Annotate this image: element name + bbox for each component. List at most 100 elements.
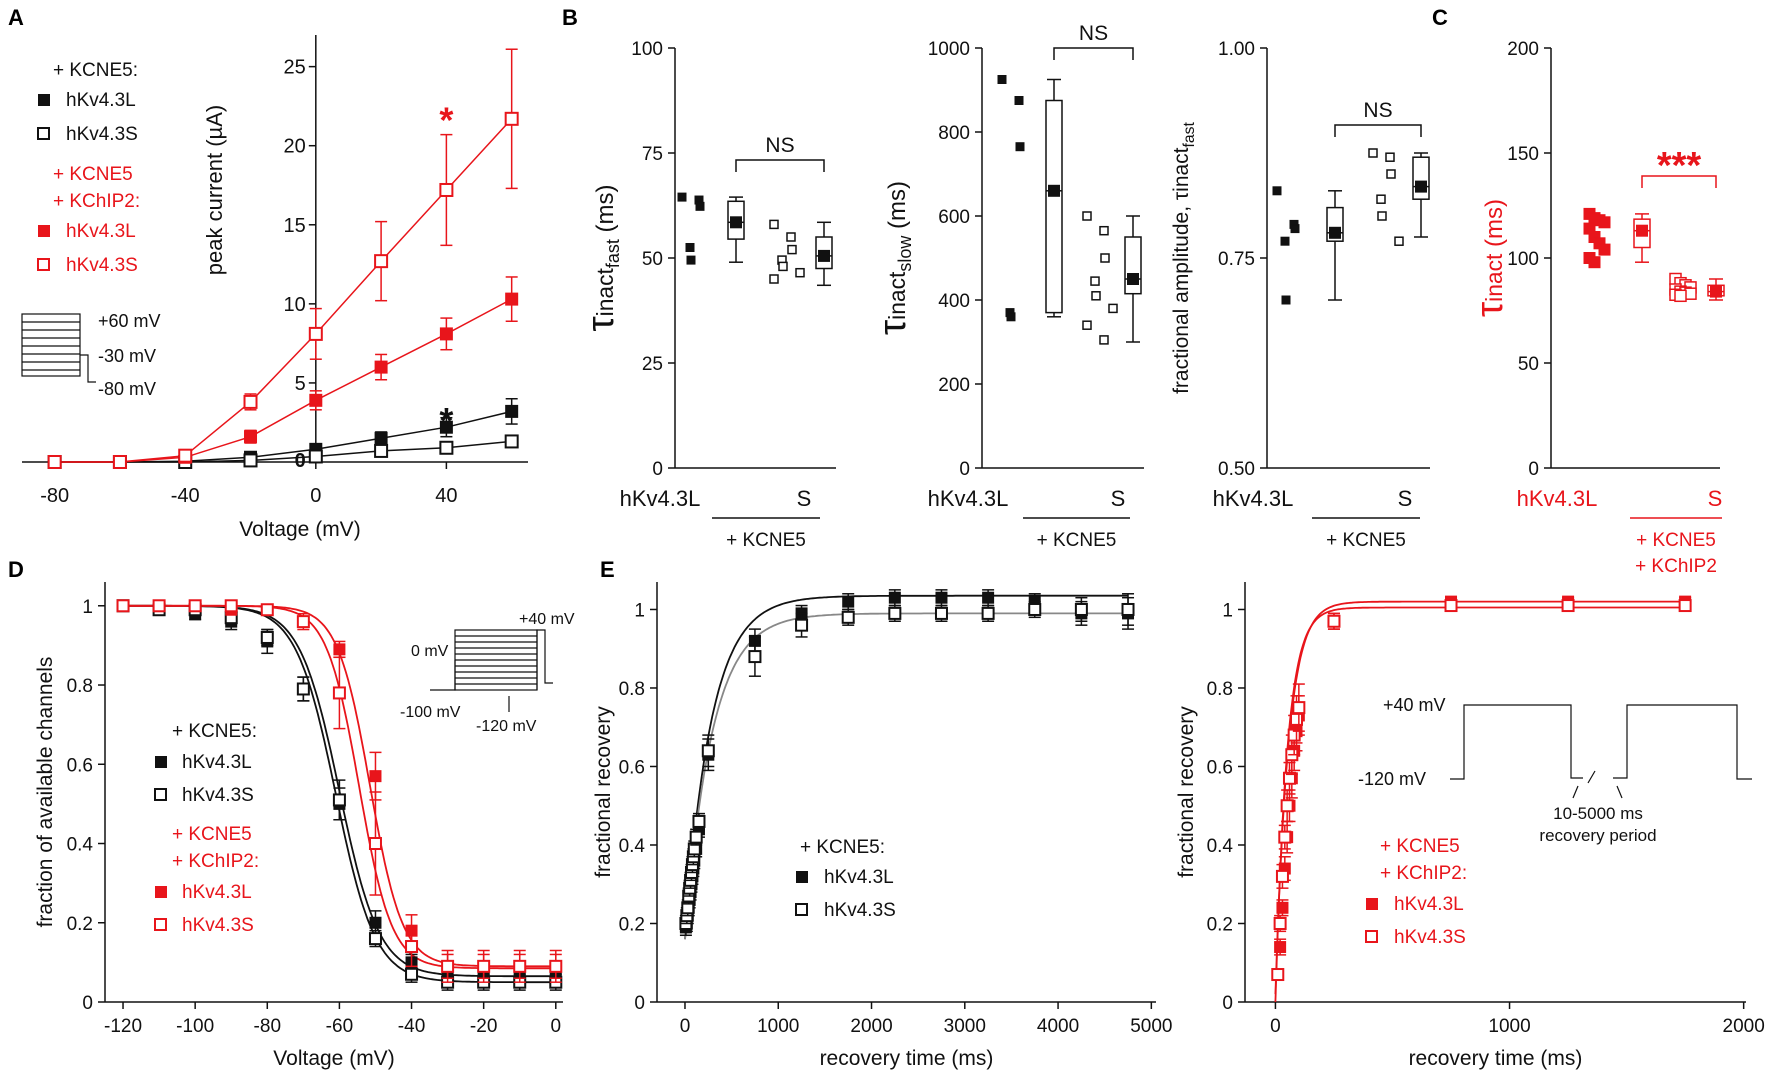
- data-point: [1376, 194, 1386, 204]
- box: [1124, 236, 1142, 295]
- data-point: [695, 201, 705, 211]
- y-axis-label: fraction of available channels: [34, 657, 57, 928]
- data-point: [1121, 602, 1135, 616]
- series-line: [54, 118, 513, 463]
- data-point: [152, 599, 166, 613]
- y-tick-label: 50: [1518, 354, 1539, 375]
- data-point: [1074, 602, 1088, 616]
- legend-a-marker-s-black: [37, 127, 50, 140]
- y-axis-label: fractional amplitude, τinactfast: [1170, 121, 1198, 393]
- y-label-main: τ: [1468, 302, 1511, 317]
- protocol-e2-v1: +40 mV: [1383, 695, 1446, 715]
- x-tick-label: 40: [435, 485, 457, 507]
- protocol-a-v3: -80 mV: [98, 379, 156, 399]
- y-tick-label: 1: [634, 600, 645, 621]
- protocol-d-v2: 0 mV: [411, 643, 449, 660]
- data-point: [1274, 941, 1287, 954]
- protocol-inset-a: [21, 313, 96, 383]
- data-point: [1394, 236, 1404, 246]
- data-point: [1028, 602, 1042, 616]
- legend-e1-group1: + KCNE5:: [800, 837, 885, 858]
- group-label: + KCNE5: [1326, 530, 1406, 551]
- y-tick-label: 0.75: [1218, 249, 1255, 270]
- data-point: [116, 599, 130, 613]
- data-point: [1271, 968, 1285, 982]
- significance-label: NS: [1079, 22, 1108, 45]
- legend-d-marker-s-black: [154, 788, 167, 801]
- data-point: [369, 770, 382, 783]
- protocol-d-v3: -100 mV: [400, 704, 461, 721]
- legend-d: + KCNE5: hKv4.3L hKv4.3S + KCNE5 + KChIP…: [154, 721, 259, 936]
- y-label-sub: inact: [592, 268, 618, 317]
- legend-d-marker-l-red: [155, 886, 167, 898]
- legend-d-s-red: hKv4.3S: [182, 915, 254, 936]
- box-mean-marker: [1127, 273, 1139, 285]
- series-line: [54, 440, 512, 463]
- chart-c: 0 50 100 150 200 τinact (ms) *** hKv4.3L S + KCNE…: [1468, 39, 1725, 577]
- box: [1412, 156, 1430, 200]
- data-point: [1091, 291, 1101, 301]
- y-tick-label: 75: [642, 144, 663, 165]
- data-point: [439, 440, 454, 455]
- chart-e2: 0 0.2 0.4 0.6 0.8 1 0 1000 2000 recovery time (ms…: [1175, 582, 1765, 1070]
- data-point: [1368, 148, 1378, 158]
- y-tick-label: 1: [1222, 600, 1233, 621]
- legend-d-l-black: hKv4.3L: [182, 752, 252, 773]
- data-point: [405, 967, 419, 981]
- data-point: [748, 650, 762, 664]
- significance-label: NS: [765, 134, 794, 157]
- significance-bracket: [735, 159, 825, 172]
- box-mean-marker: [1329, 226, 1341, 239]
- box-mean-marker: [1048, 184, 1060, 197]
- chart-b1: 0 25 50 75 100 τinactfast (ms) NS hKv4.3L S + KCN…: [579, 39, 836, 551]
- data-point: [1561, 599, 1575, 613]
- y-tick-label: 100: [631, 39, 663, 60]
- y-label-unit: (ms): [1481, 199, 1508, 254]
- data-point: [1598, 216, 1611, 229]
- y-axis-label: τinact (ms): [1468, 199, 1511, 317]
- y-tick-label: 15: [284, 215, 306, 237]
- legend-a-group1: + KCNE5:: [53, 60, 138, 81]
- chart-a: -80 -40 0 40 5 10 15 20 25 0 Voltage (mV) peak curr…: [22, 35, 528, 541]
- y-tick-label: 1: [82, 597, 93, 618]
- data-point: [888, 606, 902, 620]
- fit-curve-hkv4-3l: [684, 594, 1128, 940]
- y-tick-label: 0: [1528, 459, 1539, 480]
- category-label: hKv4.3L: [928, 486, 1009, 511]
- data-point: [243, 394, 258, 409]
- data-point: [178, 448, 193, 463]
- protocol-inset-e2: [1450, 704, 1752, 799]
- y-tick-label: 600: [938, 207, 970, 228]
- data-point: [243, 453, 258, 468]
- y-tick-label: 0.4: [1207, 836, 1234, 857]
- x-tick-label: 2000: [1723, 1016, 1765, 1037]
- data-point: [769, 219, 779, 230]
- protocol-e2-period2: recovery period: [1539, 826, 1656, 845]
- data-point: [1273, 916, 1287, 930]
- y-label-subsub: slow: [895, 235, 915, 272]
- category-label: S: [1708, 486, 1723, 511]
- data-point: [1287, 728, 1301, 742]
- data-point: [504, 434, 519, 449]
- protocol-a-v1: +60 mV: [98, 311, 161, 331]
- y-tick-label: 800: [938, 123, 970, 144]
- data-point: [997, 75, 1007, 84]
- y-tick-label: 0: [652, 459, 663, 480]
- legend-e1-marker-l: [796, 871, 808, 883]
- data-point: [505, 292, 519, 306]
- box-mean-marker: [1710, 285, 1722, 298]
- y-label-main: τ: [579, 316, 622, 331]
- y-tick-label: 0: [1222, 993, 1233, 1014]
- y-tick-label: 0.8: [1207, 679, 1233, 700]
- data-point: [504, 111, 519, 126]
- y-tick-label: 0.50: [1218, 459, 1255, 480]
- y-tick-label: 0.6: [619, 757, 645, 778]
- significance-label: ***: [1657, 145, 1702, 187]
- data-point: [244, 430, 258, 444]
- legend-d-marker-s-red: [154, 918, 167, 931]
- x-tick-label: 4000: [1037, 1016, 1079, 1037]
- group-label: + KCNE5: [1636, 530, 1716, 551]
- group-label: + KCNE5: [726, 530, 806, 551]
- legend-e2-marker-s: [1365, 930, 1378, 943]
